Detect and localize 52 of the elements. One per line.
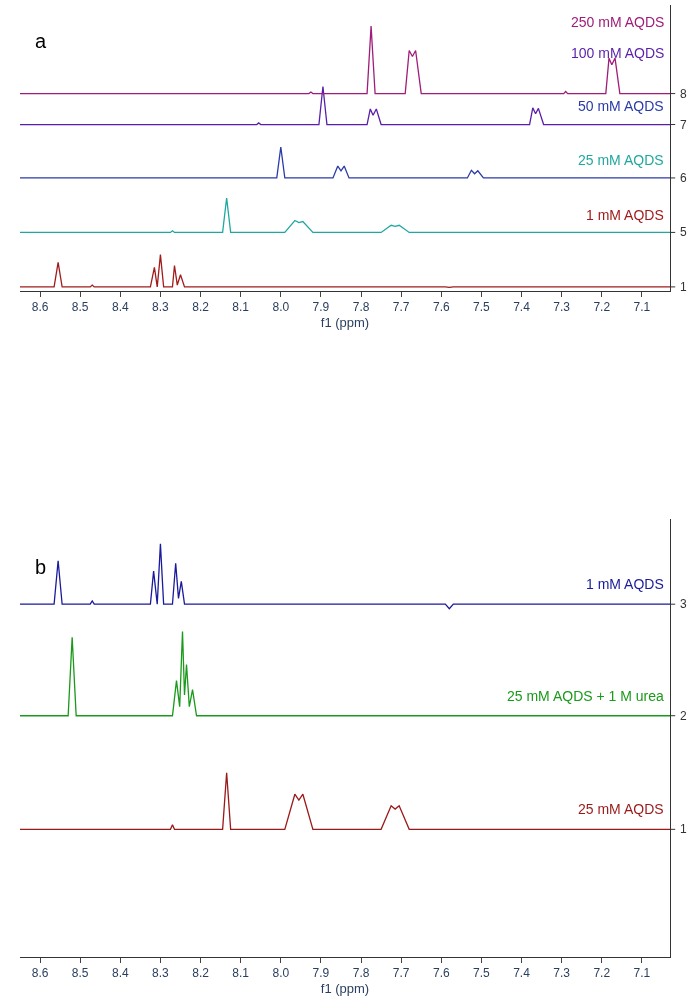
text: 5 — [680, 225, 687, 239]
x-axis-title: f1 (ppm) — [320, 314, 370, 330]
text: 1 — [680, 822, 687, 836]
annotation: b — [35, 556, 47, 578]
x-tick-label: 8.3 — [152, 300, 170, 314]
x-tick-label: 7.4 — [513, 300, 531, 314]
x-tick-label: 7.8 — [352, 966, 370, 981]
x-tick-label: 8.4 — [111, 966, 129, 981]
x-tick-label: 7.6 — [432, 300, 450, 314]
x-tick-label: 7.6 — [432, 966, 450, 981]
x-tick-label: 8.6 — [31, 966, 49, 981]
text: 6 — [680, 171, 687, 185]
text: 1 mM AQDS — [586, 207, 664, 223]
x-tick-label: 8.2 — [192, 966, 210, 981]
series-label: 25 mM AQDS — [578, 801, 664, 817]
text: 8 — [680, 87, 687, 101]
text: 25 mM AQDS — [578, 152, 664, 168]
x-tick-label: 7.4 — [513, 966, 531, 981]
x-tick-label: 7.1 — [633, 300, 651, 314]
x-tick-label: 8.5 — [71, 966, 89, 981]
x-tick-label: 7.1 — [633, 966, 651, 981]
x-tick-label: 8.1 — [232, 966, 250, 981]
x-tick-label: 7.9 — [312, 300, 330, 314]
series-label: 1 mM AQDS — [586, 576, 664, 592]
x-tick-label: 8.1 — [232, 300, 250, 314]
x-tick-label: 7.8 — [352, 300, 370, 314]
annotation: a — [35, 30, 47, 52]
x-tick-label: 8.3 — [152, 966, 170, 981]
x-tick-label: 7.9 — [312, 966, 330, 981]
text: 7 — [680, 118, 687, 132]
x-axis-title: f1 (ppm) — [320, 981, 370, 996]
text: 100 mM AQDS — [571, 45, 665, 61]
x-tick-label: 7.7 — [392, 300, 410, 314]
x-tick-label: 7.3 — [553, 300, 571, 314]
text: 2 — [680, 709, 687, 723]
x-tick-label: 8.6 — [31, 300, 49, 314]
x-tick-label: 8.0 — [272, 966, 290, 981]
x-tick-label: 8.4 — [111, 300, 129, 314]
text: 250 mM AQDS — [571, 14, 665, 30]
x-tick-label: 7.7 — [392, 966, 410, 981]
x-tick-label: 8.2 — [192, 300, 210, 314]
x-tick-label: 7.3 — [553, 966, 571, 981]
text: 1 — [680, 280, 687, 294]
x-tick-label: 8.0 — [272, 300, 290, 314]
x-tick-label: 7.2 — [593, 300, 611, 314]
x-tick-label: 7.5 — [473, 300, 491, 314]
x-tick-label: 8.5 — [71, 300, 89, 314]
series-label: 25 mM AQDS + 1 M urea — [507, 688, 664, 704]
text: 3 — [680, 597, 687, 611]
x-tick-label: 7.2 — [593, 966, 611, 981]
text: 50 mM AQDS — [578, 98, 664, 114]
x-tick-label: 7.5 — [473, 966, 491, 981]
